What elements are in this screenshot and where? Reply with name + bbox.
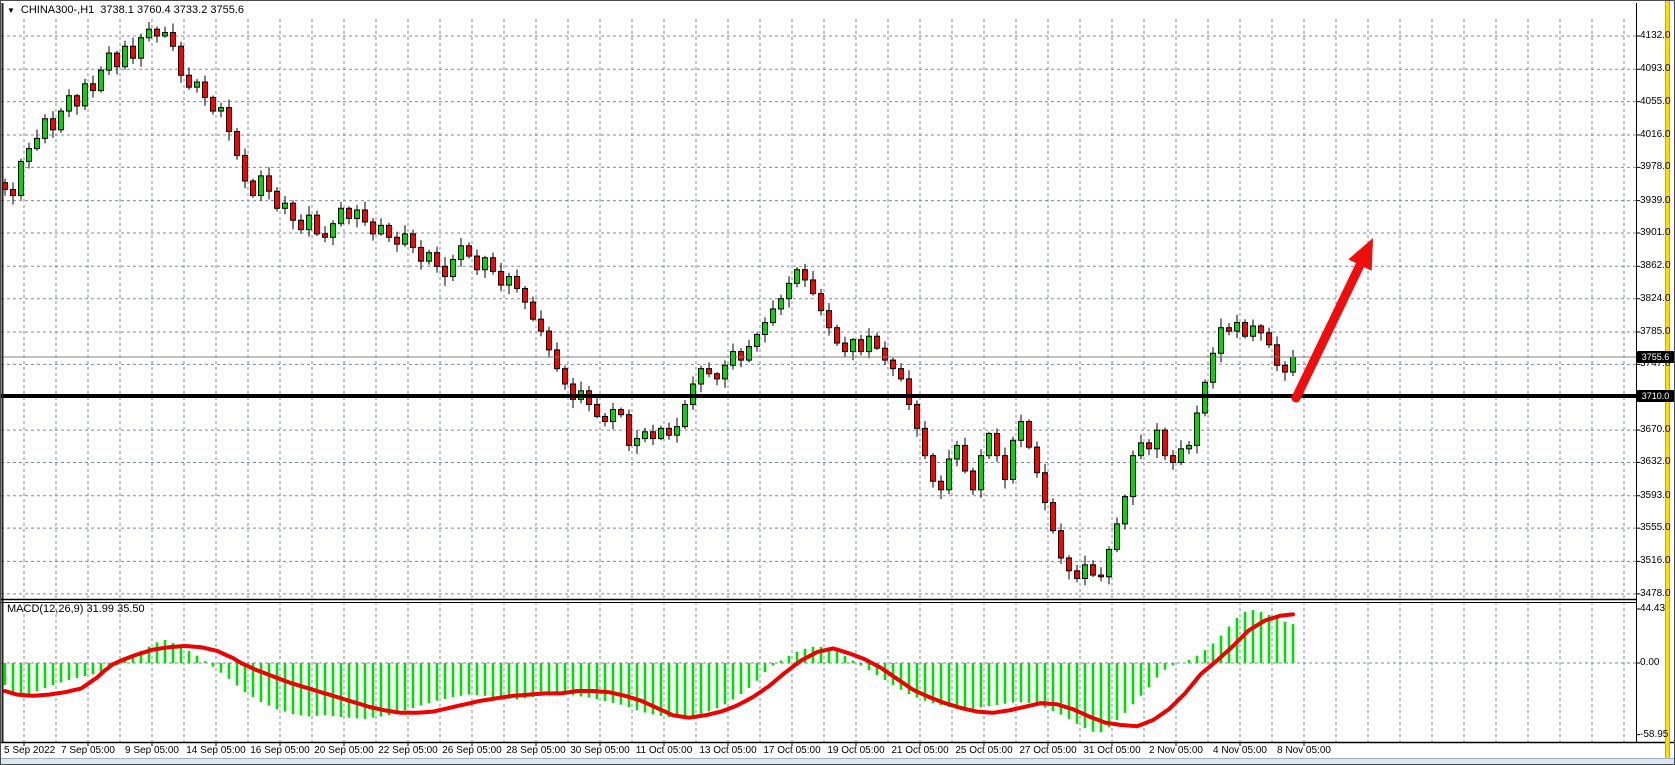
price-tick-label: 3824.0 (1640, 292, 1671, 304)
price-tick-label: 4016.0 (1640, 128, 1671, 140)
price-tick-label: 3862.0 (1640, 260, 1671, 272)
time-tick-label: 31 Oct 05:00 (1083, 745, 1141, 756)
macd-tick-label: 44.43 (1640, 602, 1666, 614)
price-tick-label: 3516.0 (1640, 555, 1671, 567)
macd-tick-label: 0.00 (1640, 657, 1660, 668)
price-tick-label: 3747.0 (1640, 358, 1671, 370)
grid (1, 19, 1636, 742)
symbol-dropdown-icon[interactable]: ▼ (7, 5, 15, 15)
price-tick-label: 3670.0 (1640, 424, 1671, 436)
time-tick-label: 22 Sep 05:00 (378, 745, 438, 756)
time-tick-label: 16 Sep 05:00 (250, 745, 310, 756)
time-tick-label: 28 Sep 05:00 (506, 745, 566, 756)
bottom-status-strip (1, 758, 1674, 764)
macd-pane (1, 610, 1636, 733)
price-tick-label: 3555.0 (1640, 522, 1671, 534)
time-tick-label: 13 Oct 05:00 (699, 745, 757, 756)
time-tick-label: 21 Oct 05:00 (891, 745, 949, 756)
right-edge-highlight (1665, 1, 1670, 758)
price-tick-label: 4132.0 (1640, 30, 1671, 41)
time-tick-label: 17 Oct 05:00 (763, 745, 821, 756)
price-tick-label: 3785.0 (1640, 325, 1671, 337)
macd-name: MACD(12,26,9) (7, 603, 84, 615)
price-tick-label: 3478.0 (1640, 587, 1671, 599)
time-tick-label: 7 Sep 05:00 (61, 745, 115, 756)
time-tick-label: 25 Oct 05:00 (955, 745, 1013, 756)
macd-main-value: 31.99 (86, 603, 115, 615)
macd-tick-label: -58.95 (1640, 728, 1669, 740)
time-tick-label: 14 Sep 05:00 (186, 745, 246, 756)
time-tick-label: 11 Oct 05:00 (635, 745, 693, 756)
price-tick-label: 3632.0 (1640, 456, 1671, 468)
ohlc-readout: 3738.1 3760.4 3733.2 3755.6 (100, 4, 245, 16)
time-tick-label: 19 Oct 05:00 (827, 745, 885, 756)
price-tick-label: 3593.0 (1640, 489, 1671, 501)
time-tick-label: 30 Sep 05:00 (570, 745, 630, 756)
price-tick-label: 3939.0 (1640, 194, 1671, 206)
time-tick-label: 4 Nov 05:00 (1213, 745, 1267, 756)
symbol-period-label: CHINA300-,H1 (20, 4, 95, 16)
time-tick-label: 8 Nov 05:00 (1277, 745, 1331, 756)
overlays (1, 356, 1636, 398)
macd-indicator-label: MACD(12,26,9) 31.99 35.50 (7, 603, 145, 615)
time-tick-label: 27 Oct 05:00 (1019, 745, 1077, 756)
candles (2, 21, 1296, 586)
price-tick-label: 4093.0 (1640, 63, 1671, 75)
time-tick-label: 20 Sep 05:00 (314, 745, 374, 756)
price-tick-label: 3978.0 (1640, 161, 1671, 173)
trend-arrow[interactable] (1291, 238, 1373, 403)
time-tick-label: 2 Nov 05:00 (1149, 745, 1203, 756)
price-tick-label: 4055.0 (1640, 95, 1671, 107)
hline-price-badge: 3710.0 (1637, 389, 1674, 402)
time-tick-label: 26 Sep 05:00 (442, 745, 502, 756)
price-tick-label: 3901.0 (1640, 227, 1671, 239)
macd-signal-value: 35.50 (117, 603, 145, 615)
current-price-badge: 3755.6 (1637, 351, 1674, 364)
chart-title-row: ▼ CHINA300-,H1 3738.1 3760.4 3733.2 3755… (7, 4, 244, 16)
time-tick-label: 9 Sep 05:00 (125, 745, 179, 756)
time-tick-label: 5 Sep 2022 (4, 745, 56, 756)
